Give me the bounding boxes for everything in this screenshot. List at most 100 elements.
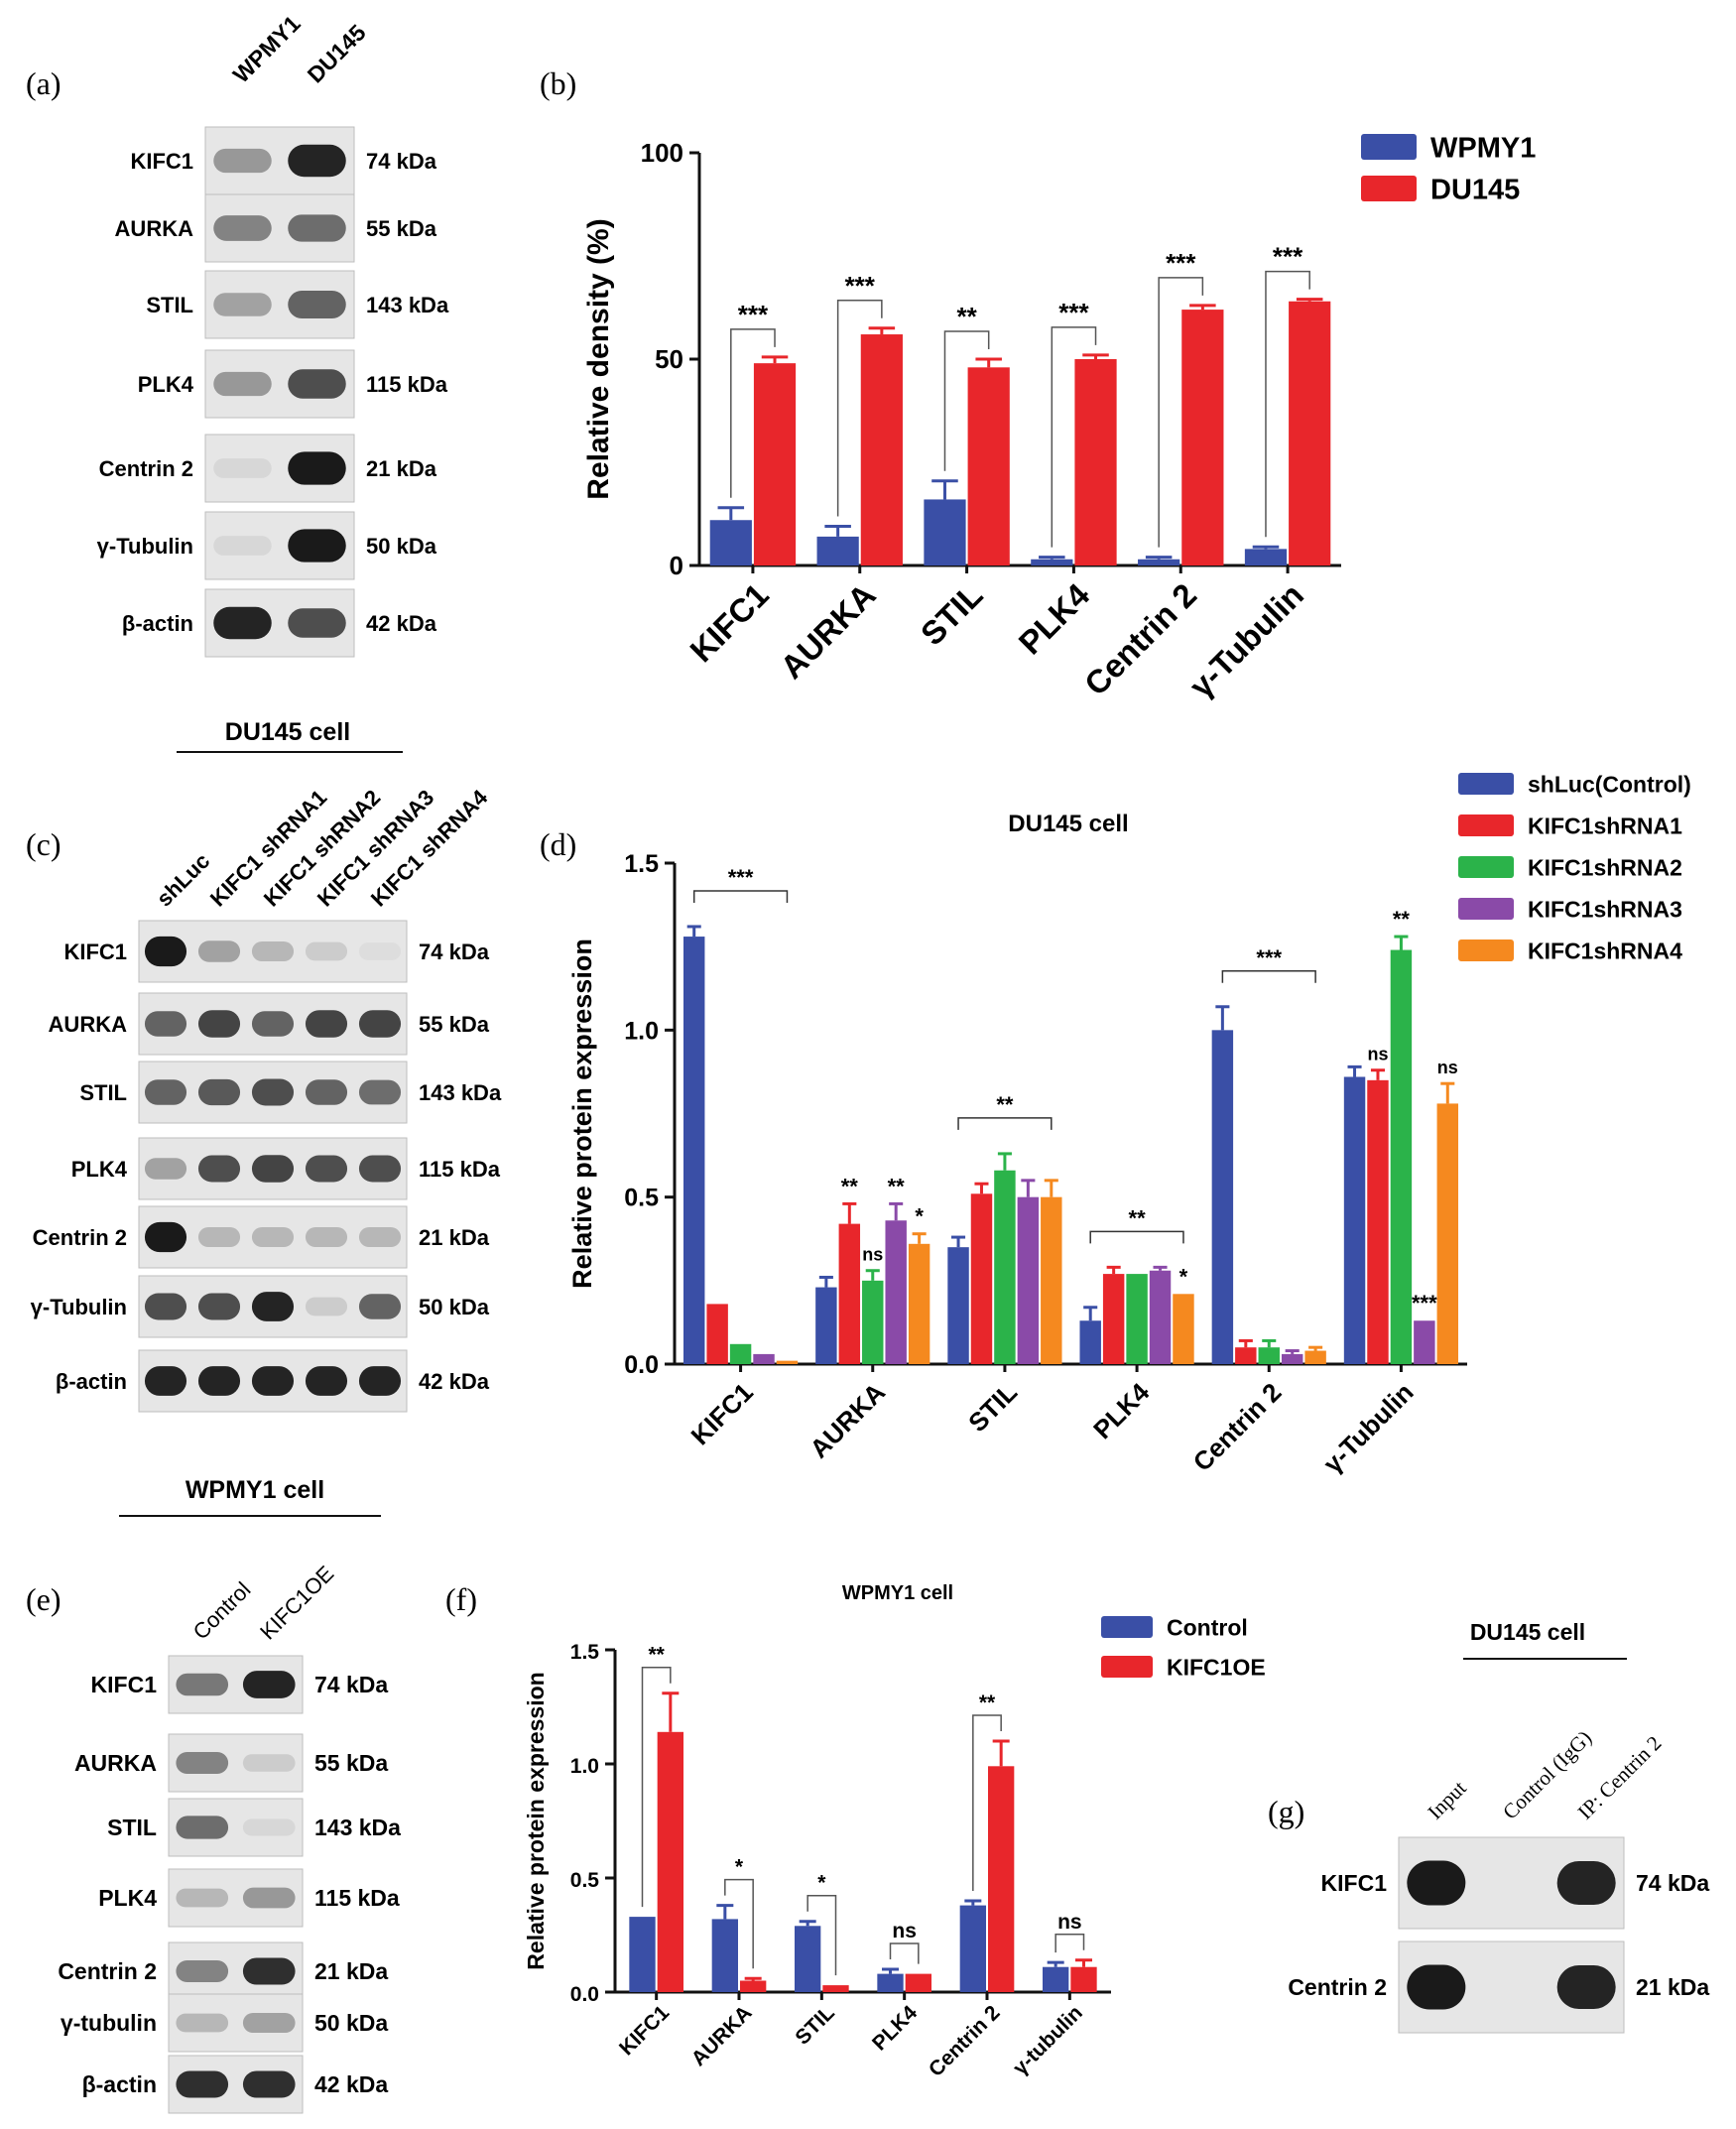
legend-swatch-f-1 bbox=[1101, 1656, 1153, 1678]
band-c-0-0 bbox=[144, 936, 187, 967]
protein-label-e-3: PLK4 bbox=[98, 1885, 157, 1911]
bar-d-0-4 bbox=[1211, 1030, 1234, 1364]
bar-b-0-1 bbox=[816, 536, 859, 565]
band-e-1-0 bbox=[176, 1752, 229, 1774]
band-c-1-1 bbox=[197, 1010, 241, 1038]
protein-label-c-4: Centrin 2 bbox=[33, 1225, 127, 1250]
significance-label-d-0: *** bbox=[728, 865, 754, 890]
band-c-1-3 bbox=[305, 1010, 348, 1038]
kda-label-a-1: 55 kDa bbox=[366, 216, 437, 241]
significance-bracket-f-1 bbox=[724, 1878, 754, 1969]
band-e-0-1 bbox=[242, 1671, 296, 1698]
kda-label-e-4: 21 kDa bbox=[314, 1958, 388, 1984]
bar-d-2-2 bbox=[994, 1170, 1016, 1364]
band-a-0-0 bbox=[213, 148, 272, 174]
bar-d-4-4 bbox=[1304, 1350, 1326, 1364]
bar-d-3-1 bbox=[885, 1220, 907, 1364]
significance-label-b-2: ** bbox=[956, 302, 977, 331]
significance-label-f-4: ** bbox=[979, 1691, 996, 1714]
kda-label-a-2: 143 kDa bbox=[366, 293, 449, 317]
bar-f-1-1 bbox=[740, 1980, 767, 1992]
bar-f-1-5 bbox=[1070, 1966, 1097, 1992]
band-c-6-0 bbox=[144, 1366, 187, 1396]
band-c-4-1 bbox=[197, 1226, 241, 1248]
band-c-6-4 bbox=[358, 1366, 402, 1396]
bar-d-0-3 bbox=[1079, 1320, 1101, 1364]
y-axis-label-b: Relative density (%) bbox=[582, 218, 615, 499]
legend-label-d-2: KIFC1shRNA2 bbox=[1528, 854, 1682, 880]
significance-label-d-1: ** bbox=[841, 1174, 859, 1198]
band-c-2-2 bbox=[251, 1078, 295, 1106]
kda-label-a-4: 21 kDa bbox=[366, 456, 437, 481]
bar-f-1-2 bbox=[822, 1985, 849, 1992]
band-c-3-0 bbox=[144, 1158, 187, 1180]
bar-d-4-5 bbox=[1436, 1103, 1459, 1364]
band-c-2-3 bbox=[305, 1079, 348, 1105]
legend-label-d-4: KIFC1shRNA4 bbox=[1528, 938, 1682, 963]
bar-d-3-2 bbox=[1017, 1196, 1040, 1364]
significance-label-b-0: *** bbox=[738, 300, 769, 329]
significance-label-d-3: ** bbox=[888, 1174, 906, 1198]
kda-label-c-3: 115 kDa bbox=[419, 1157, 501, 1182]
protein-label-a-6: β-actin bbox=[122, 611, 193, 636]
panel-e-header: WPMY1 cell bbox=[186, 1476, 324, 1504]
significance-label-f-3: ns bbox=[892, 1920, 917, 1942]
kda-label-g-0: 74 kDa bbox=[1636, 1870, 1709, 1896]
band-a-5-0 bbox=[213, 536, 272, 556]
bar-d-0-1 bbox=[815, 1287, 837, 1364]
y-tick-label-d-1: 0.5 bbox=[624, 1185, 659, 1212]
significance-label-b-3: *** bbox=[1058, 298, 1089, 327]
band-c-6-2 bbox=[251, 1366, 295, 1396]
band-e-3-0 bbox=[176, 1888, 229, 1908]
bar-b-0-0 bbox=[709, 520, 752, 565]
kda-label-c-4: 21 kDa bbox=[419, 1225, 490, 1250]
bar-f-0-4 bbox=[959, 1905, 986, 1992]
kda-label-g-1: 21 kDa bbox=[1636, 1974, 1709, 2000]
protein-label-g-0: KIFC1 bbox=[1321, 1870, 1388, 1896]
protein-label-e-2: STIL bbox=[107, 1815, 157, 1840]
significance-bracket-b-2 bbox=[943, 330, 990, 471]
bar-f-1-3 bbox=[905, 1973, 931, 1992]
panel-label-a: (a) bbox=[26, 65, 62, 101]
band-c-1-0 bbox=[144, 1011, 187, 1037]
panel-c-header: DU145 cell bbox=[225, 718, 350, 746]
chart-title-f: WPMY1 cell bbox=[842, 1582, 953, 1604]
band-a-0-1 bbox=[288, 144, 346, 178]
band-e-2-1 bbox=[242, 1818, 296, 1836]
band-a-4-0 bbox=[213, 458, 272, 478]
protein-label-e-6: β-actin bbox=[82, 2071, 157, 2097]
significance-bracket-b-1 bbox=[836, 300, 883, 517]
significance-bracket-f-0 bbox=[641, 1666, 672, 1908]
bar-d-3-0 bbox=[753, 1353, 775, 1364]
band-c-5-1 bbox=[197, 1293, 241, 1320]
significance-bracket-b-0 bbox=[730, 328, 776, 498]
bar-d-4-2 bbox=[1041, 1196, 1062, 1364]
significance-bracket-b-3 bbox=[1051, 326, 1097, 548]
protein-label-c-2: STIL bbox=[79, 1080, 127, 1105]
bar-d-0-5 bbox=[1343, 1076, 1366, 1364]
legend-label-f-0: Control bbox=[1167, 1614, 1248, 1640]
band-e-5-0 bbox=[176, 2013, 229, 2033]
y-tick-label-b-0: 0 bbox=[670, 551, 683, 580]
protein-label-a-3: PLK4 bbox=[138, 372, 194, 397]
legend-swatch-d-1 bbox=[1458, 814, 1514, 836]
bar-d-1-3 bbox=[1102, 1274, 1125, 1364]
bar-f-0-3 bbox=[877, 1973, 904, 1992]
bar-d-1-2 bbox=[970, 1193, 993, 1364]
band-a-6-1 bbox=[288, 608, 346, 638]
bar-f-1-4 bbox=[988, 1766, 1015, 1992]
legend-label-d-0: shLuc(Control) bbox=[1528, 771, 1691, 797]
bar-d-2-1 bbox=[862, 1280, 884, 1364]
bar-d-1-4 bbox=[1235, 1347, 1257, 1364]
significance-bracket-d-5 bbox=[957, 1117, 1053, 1130]
bar-d-4-0 bbox=[776, 1360, 799, 1364]
significance-bracket-d-8 bbox=[1221, 970, 1316, 983]
significance-label-d-2: ns bbox=[862, 1245, 883, 1265]
y-tick-label-b-2: 100 bbox=[641, 138, 683, 168]
protein-label-a-5: γ-Tubulin bbox=[97, 534, 193, 559]
bar-d-3-5 bbox=[1414, 1320, 1435, 1364]
significance-label-f-5: ns bbox=[1057, 1911, 1082, 1934]
